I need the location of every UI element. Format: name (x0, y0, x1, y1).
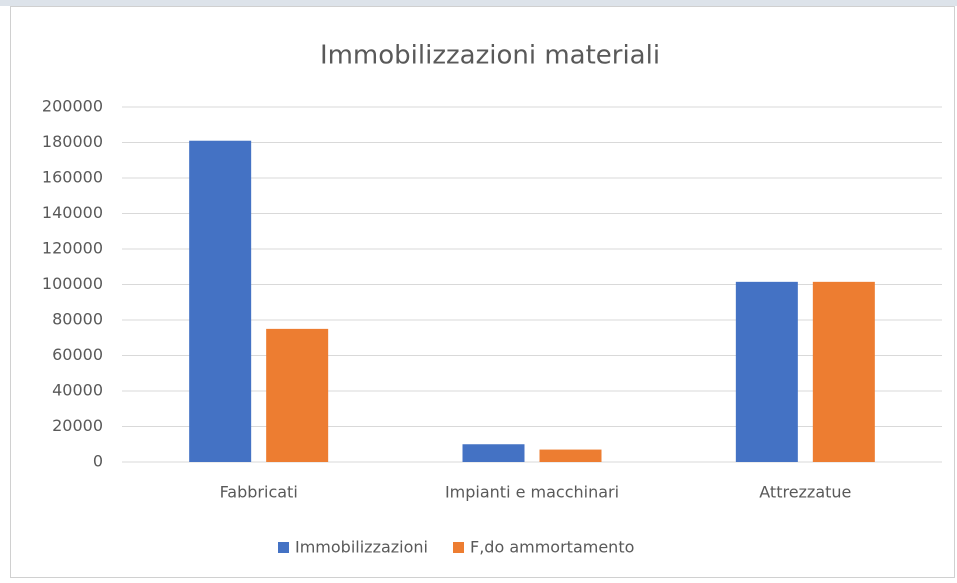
bar (812, 281, 875, 462)
x-tick-label: Fabbricati (220, 483, 298, 502)
y-tick-label: 200000 (42, 97, 103, 116)
bar (266, 328, 329, 462)
chart-title: Immobilizzazioni materiali (320, 41, 660, 71)
window-strip (0, 0, 957, 6)
legend-swatch (278, 542, 289, 553)
y-tick-label: 20000 (52, 416, 103, 435)
y-tick-label: 60000 (52, 345, 103, 364)
x-tick-label: Attrezzatue (759, 483, 851, 502)
y-tick-label: 120000 (42, 239, 103, 258)
bar (462, 444, 525, 462)
y-tick-label: 40000 (52, 381, 103, 400)
legend-label: F,do ammortamento (470, 538, 634, 557)
bar (189, 140, 252, 462)
legend-label: Immobilizzazioni (295, 538, 428, 557)
y-tick-label: 140000 (42, 203, 103, 222)
y-tick-label: 100000 (42, 274, 103, 293)
y-tick-label: 180000 (42, 132, 103, 151)
x-tick-label: Impianti e macchinari (445, 483, 619, 502)
bar (539, 449, 602, 462)
y-tick-label: 80000 (52, 310, 103, 329)
bar (735, 281, 798, 462)
y-tick-label: 160000 (42, 168, 103, 187)
legend-swatch (453, 542, 464, 553)
y-tick-label: 0 (93, 452, 103, 471)
